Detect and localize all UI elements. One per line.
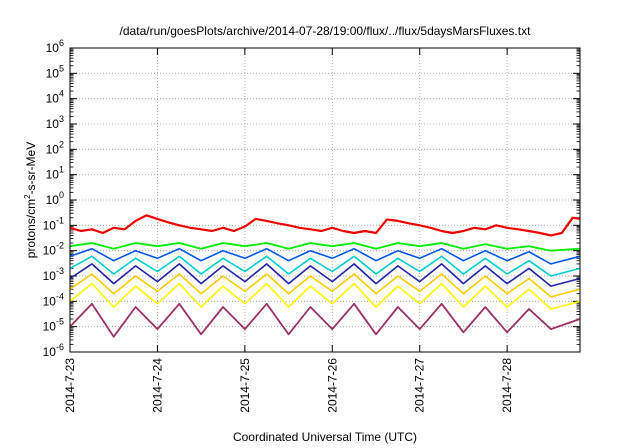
- y-tick-label: 10-6: [43, 342, 64, 359]
- series-line-2: [69, 242, 581, 252]
- x-tick-labels: 2014-7-23 2014-7-24 2014-7-25 2014-7-26 2014…: [63, 358, 514, 413]
- y-tick-label: 103: [46, 114, 64, 131]
- x-tick-label: 2014-7-27: [413, 358, 427, 413]
- y-tick-exponent: -1: [56, 215, 64, 225]
- x-tick-label: 2014-7-24: [150, 358, 164, 413]
- x-axis-label: Coordinated Universal Time (UTC): [233, 430, 417, 444]
- y-tick-label: 10-5: [43, 317, 64, 334]
- y-axis-label: protons/cm2-s-sr-MeV: [23, 142, 38, 258]
- y-tick-base: 10: [43, 269, 57, 283]
- y-tick-exponent: 3: [59, 114, 64, 124]
- y-tick-base: 10: [46, 168, 60, 182]
- y-tick-label: 10-1: [43, 215, 64, 232]
- y-tick-base: 10: [46, 92, 60, 106]
- series-line-4: [69, 255, 581, 277]
- y-axis-label-prefix: protons/cm: [24, 199, 38, 258]
- y-tick-exponent: -5: [56, 317, 64, 327]
- x-tick-label: 2014-7-25: [238, 358, 252, 413]
- y-tick-base: 10: [46, 193, 60, 207]
- y-axis-label-suffix: -s-sr-MeV: [24, 142, 38, 195]
- y-tick-label: 102: [46, 139, 64, 156]
- y-tick-exponent: 5: [59, 63, 64, 73]
- chart-title: /data/run/goesPlots/archive/2014-07-28/1…: [120, 24, 532, 38]
- y-tick-base: 10: [43, 218, 57, 232]
- y-tick-base: 10: [43, 345, 57, 359]
- x-tick-label: 2014-7-26: [325, 358, 339, 413]
- y-tick-label: 101: [46, 165, 64, 182]
- y-tick-labels: 10-610-510-410-310-210-11001011021031041…: [43, 38, 64, 359]
- y-tick-label: 10-3: [43, 266, 64, 283]
- y-tick-label: 105: [46, 63, 64, 80]
- grid-lines: [70, 48, 580, 352]
- y-tick-label: 104: [46, 89, 64, 106]
- y-tick-exponent: 1: [59, 165, 64, 175]
- series-line-3: [69, 247, 581, 265]
- series-line-1: [69, 214, 581, 237]
- series-line-5: [69, 263, 581, 287]
- y-tick-label: 10-4: [43, 291, 64, 308]
- y-tick-exponent: -2: [56, 241, 64, 251]
- y-tick-exponent: -6: [56, 342, 64, 352]
- y-tick-base: 10: [46, 117, 60, 131]
- y-axis-label-sup: 2: [23, 194, 32, 199]
- y-tick-exponent: 4: [59, 89, 64, 99]
- y-tick-base: 10: [46, 66, 60, 80]
- y-tick-exponent: -3: [56, 266, 64, 276]
- y-tick-exponent: -4: [56, 291, 64, 301]
- y-tick-base: 10: [46, 142, 60, 156]
- x-tick-label: 2014-7-28: [500, 358, 514, 413]
- data-series: [69, 214, 581, 338]
- y-tick-exponent: 2: [59, 139, 64, 149]
- y-tick-label: 100: [46, 190, 64, 207]
- series-line-8: [69, 302, 581, 338]
- y-tick-base: 10: [43, 294, 57, 308]
- x-tick-label: 2014-7-23: [63, 358, 77, 413]
- y-tick-exponent: 6: [59, 38, 64, 48]
- y-tick-label: 106: [46, 38, 64, 55]
- y-tick-exponent: 0: [59, 190, 64, 200]
- series-line-6: [69, 273, 581, 298]
- y-tick-base: 10: [46, 41, 60, 55]
- y-tick-label: 10-2: [43, 241, 64, 258]
- series-line-7: [69, 282, 581, 310]
- plot-frame: [69, 47, 581, 353]
- y-tick-base: 10: [43, 320, 57, 334]
- y-tick-base: 10: [43, 244, 57, 258]
